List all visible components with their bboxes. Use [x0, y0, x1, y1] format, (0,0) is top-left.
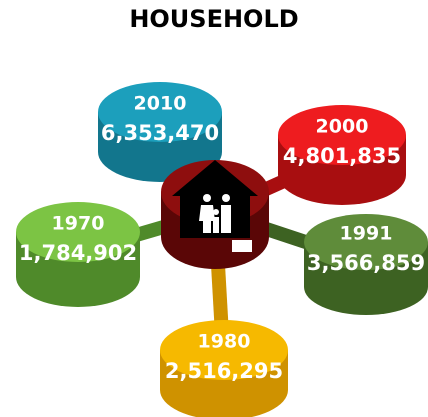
node: 1980 2,516,295	[160, 320, 288, 417]
node-value: 1,784,902	[19, 241, 137, 265]
person-body	[199, 205, 215, 233]
node-value: 2,516,295	[165, 359, 283, 383]
cylinder-top	[304, 214, 428, 270]
person-head	[203, 194, 211, 202]
node-value: 6,353,470	[101, 121, 219, 145]
node-year: 1970	[52, 213, 105, 235]
mailbox	[232, 240, 252, 252]
node-value: 3,566,859	[307, 251, 425, 275]
cylinder-top	[16, 202, 140, 262]
node-value: 4,801,835	[283, 144, 401, 168]
node: 2010 6,353,470	[98, 82, 222, 182]
title: HOUSEHOLD	[129, 5, 298, 33]
cylinder-top	[160, 320, 288, 380]
center-node	[161, 160, 269, 269]
person-body	[221, 205, 231, 233]
house-icon	[172, 160, 258, 238]
cylinder-top	[98, 82, 222, 142]
node: 2000 4,801,835	[278, 105, 406, 205]
node-year: 1991	[340, 223, 393, 245]
node-year: 2000	[316, 116, 369, 138]
node: 1991 3,566,859	[304, 214, 428, 315]
child-body	[213, 217, 219, 233]
person-head	[222, 194, 230, 202]
cylinder-top	[278, 105, 406, 165]
child-head	[213, 209, 219, 215]
node-year: 2010	[134, 93, 187, 115]
node-year: 1980	[198, 331, 251, 353]
node: 1970 1,784,902	[16, 202, 140, 307]
